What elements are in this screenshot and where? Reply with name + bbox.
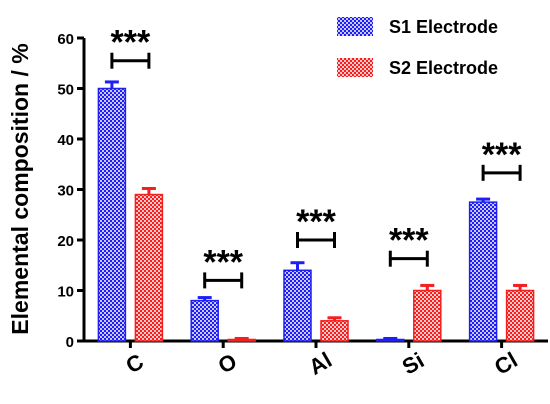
legend: S1 Electrode S2 Electrode	[337, 17, 498, 78]
y-tick-label: 40	[57, 132, 74, 149]
bar	[134, 193, 164, 342]
legend-swatch-s1	[337, 17, 373, 36]
bar	[97, 87, 127, 342]
significance-label: ***	[296, 203, 336, 241]
significance-label: ***	[389, 222, 429, 260]
bar	[413, 289, 442, 342]
bar	[190, 299, 219, 342]
y-tick-label: 50	[57, 82, 74, 99]
y-tick-label: 20	[57, 233, 74, 250]
bars	[97, 80, 535, 342]
x-tick-label: C	[122, 349, 148, 379]
bar	[468, 201, 498, 342]
significance-label: ***	[111, 24, 151, 62]
x-tick-label: O	[214, 348, 241, 378]
bar	[283, 269, 312, 342]
x-tick-label: Si	[398, 347, 429, 379]
y-tick-label: 0	[66, 334, 74, 351]
x-tick-label: Cl	[490, 347, 522, 380]
significance-label: ***	[482, 136, 522, 174]
y-tick-label: 30	[57, 183, 74, 200]
significance-label: ***	[203, 243, 243, 281]
y-axis-label: Elemental composition / %	[7, 43, 33, 334]
legend-label-s1: S1 Electrode	[389, 17, 498, 37]
legend-label-s2: S2 Electrode	[389, 58, 498, 78]
legend-swatch-s2	[337, 58, 373, 77]
y-tick-label: 10	[57, 284, 74, 301]
significance-markers: *** *** *** *** ***	[110, 24, 522, 289]
x-tick-label: Al	[304, 347, 336, 380]
y-axis: 0 10 20 30 40 50 60	[57, 31, 86, 351]
bar	[320, 320, 349, 342]
y-tick-label: 60	[57, 31, 74, 48]
x-axis: C O Al Si Cl	[82, 339, 548, 380]
bar	[505, 289, 535, 342]
